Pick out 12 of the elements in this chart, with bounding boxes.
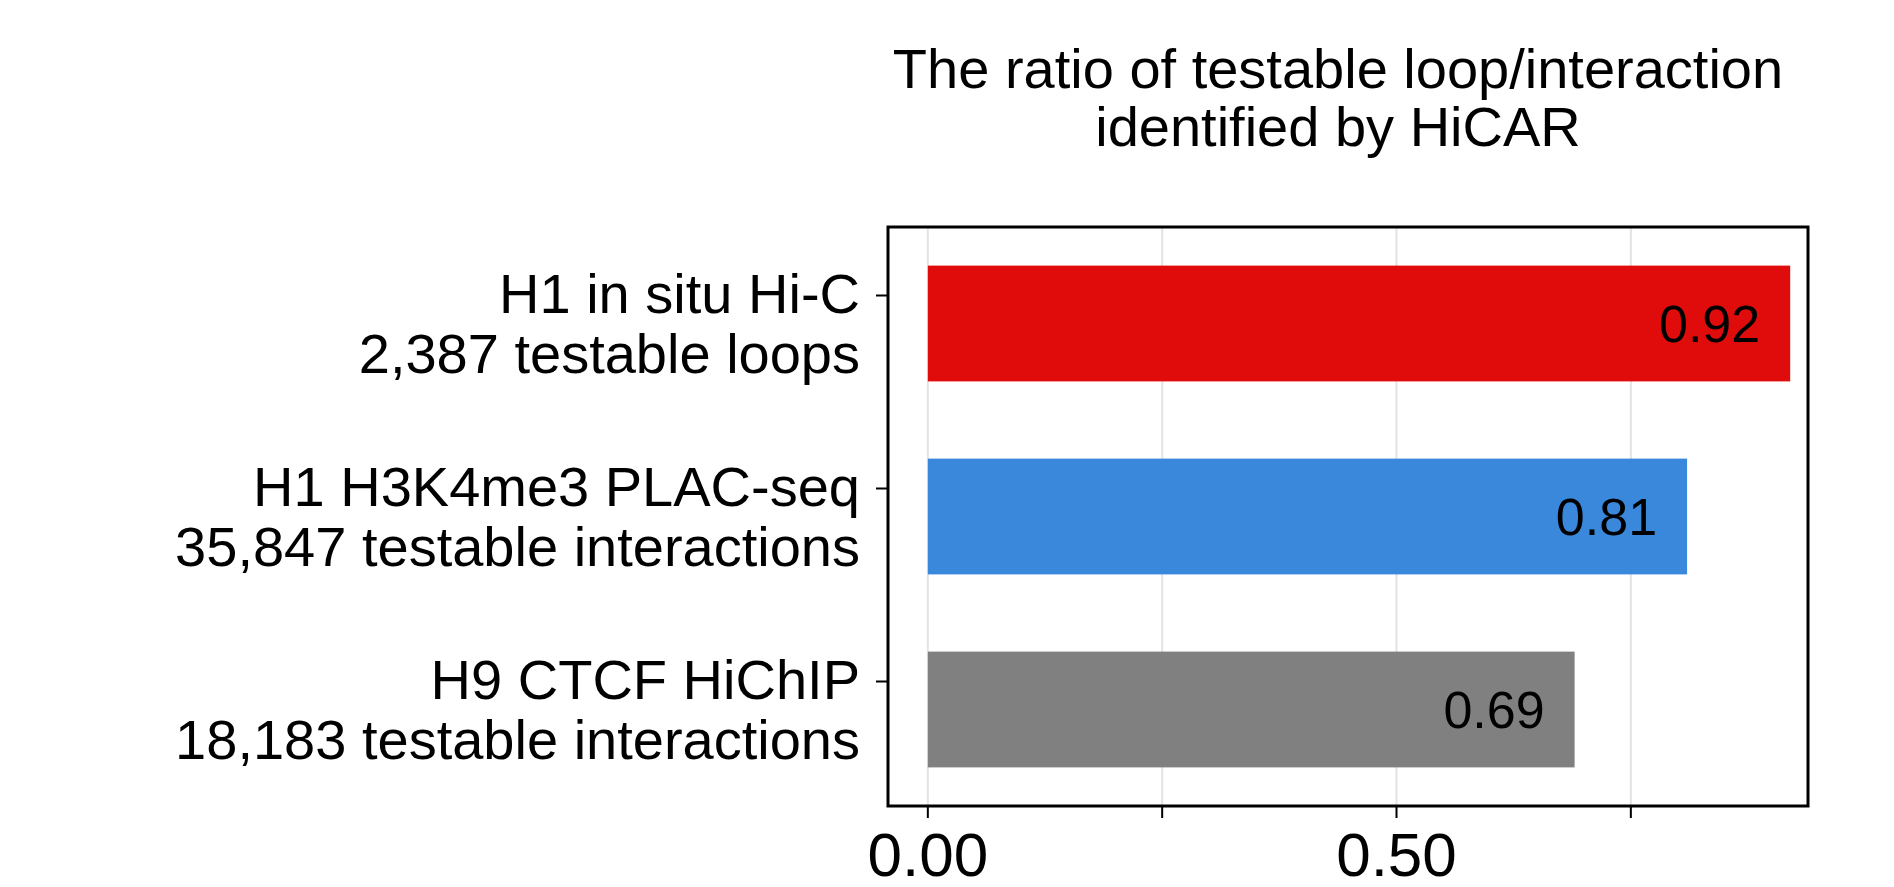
y-tick-label: H1 H3K4me3 PLAC-seq 35,847 testable interactions	[175, 455, 860, 579]
data-label: 0.92	[1658, 294, 1761, 353]
data-label: 0.69	[1443, 680, 1545, 739]
x-tick-label: 0.50	[1336, 820, 1457, 887]
bar	[927, 651, 1575, 768]
data-label: 0.81	[1555, 487, 1658, 546]
bar	[927, 265, 1791, 382]
y-tick-label: H9 CTCF HiChIP 18,183 testable interactions	[175, 648, 860, 772]
x-tick-label: 0.00	[867, 820, 989, 887]
y-tick-label: H1 in situ Hi-C 2,387 testable loops	[358, 262, 860, 386]
bar	[927, 458, 1688, 575]
chart-title: The ratio of testable loop/interaction identified by HiCAR	[892, 37, 1784, 158]
